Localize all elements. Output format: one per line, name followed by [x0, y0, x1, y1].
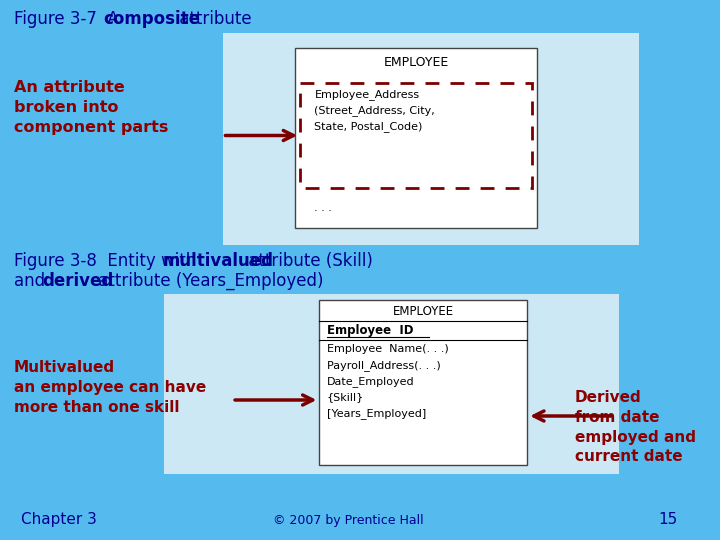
- Text: © 2007 by Prentice Hall: © 2007 by Prentice Hall: [273, 514, 423, 527]
- Text: {Skill}: {Skill}: [327, 392, 364, 402]
- Text: Employee_Address: Employee_Address: [315, 89, 420, 100]
- Text: attribute: attribute: [174, 10, 252, 28]
- Text: derived: derived: [42, 272, 114, 290]
- Text: attribute (Skill): attribute (Skill): [243, 252, 373, 270]
- Text: Chapter 3: Chapter 3: [22, 512, 97, 527]
- Text: attribute (Years_Employed): attribute (Years_Employed): [93, 272, 323, 291]
- Text: 15: 15: [658, 512, 678, 527]
- Text: Employee  ID: Employee ID: [327, 324, 413, 337]
- Text: and: and: [14, 272, 50, 290]
- Text: EMPLOYEE: EMPLOYEE: [392, 305, 454, 318]
- FancyBboxPatch shape: [222, 33, 639, 245]
- Text: Payroll_Address(. . .): Payroll_Address(. . .): [327, 360, 441, 371]
- Text: multivalued: multivalued: [163, 252, 274, 270]
- Text: Figure 3-7  A: Figure 3-7 A: [14, 10, 124, 28]
- Text: composite: composite: [104, 10, 201, 28]
- Text: An attribute
broken into
component parts: An attribute broken into component parts: [14, 80, 168, 134]
- Text: Date_Employed: Date_Employed: [327, 376, 415, 387]
- Text: Multivalued
an employee can have
more than one skill: Multivalued an employee can have more th…: [14, 360, 206, 415]
- FancyBboxPatch shape: [319, 300, 527, 465]
- FancyBboxPatch shape: [295, 48, 537, 228]
- Text: State, Postal_Code): State, Postal_Code): [315, 121, 423, 132]
- Text: (Street_Address, City,: (Street_Address, City,: [315, 105, 435, 116]
- Text: Derived
from date
employed and
current date: Derived from date employed and current d…: [575, 390, 696, 464]
- FancyBboxPatch shape: [164, 294, 619, 474]
- Text: Employee  Name(. . .): Employee Name(. . .): [327, 344, 449, 354]
- Text: . . .: . . .: [315, 203, 333, 213]
- Text: EMPLOYEE: EMPLOYEE: [384, 56, 449, 69]
- Text: Figure 3-8  Entity with: Figure 3-8 Entity with: [14, 252, 201, 270]
- Text: [Years_Employed]: [Years_Employed]: [327, 408, 426, 419]
